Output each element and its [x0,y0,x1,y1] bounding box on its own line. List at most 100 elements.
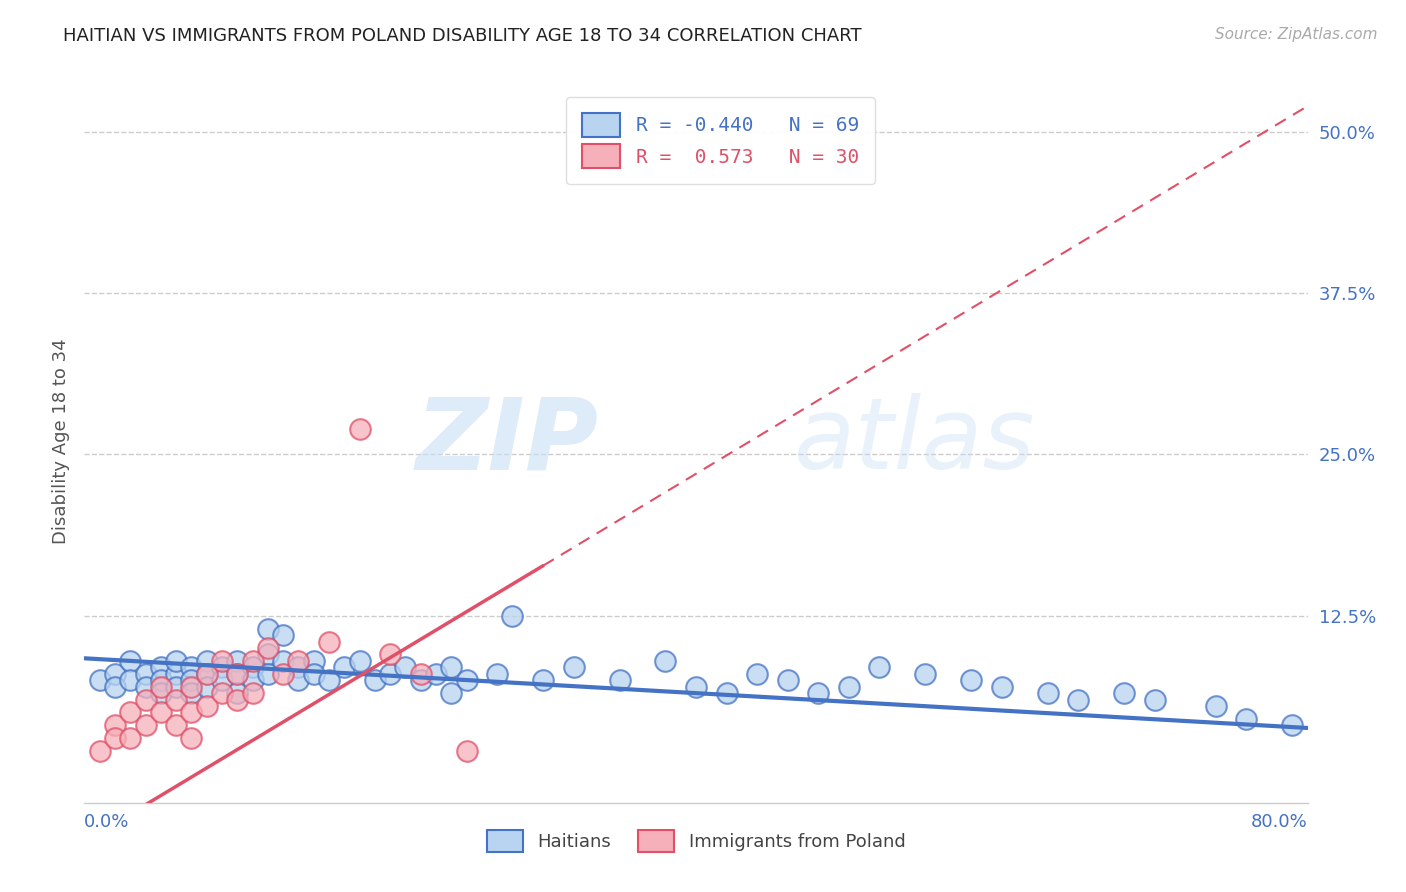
Point [149,706,172,720]
Point [257,666,280,681]
Point [165,680,187,694]
Point [333,660,356,674]
Point [89,673,111,688]
Point [135,718,157,732]
Point [271,666,294,681]
Point [1236,712,1258,726]
Point [211,673,233,688]
Point [165,718,187,732]
Point [195,699,218,714]
Text: atlas: atlas [794,393,1035,490]
Point [120,731,142,746]
Point [135,666,157,681]
Point [165,654,187,668]
Point [135,692,157,706]
Text: Source: ZipAtlas.com: Source: ZipAtlas.com [1215,27,1378,42]
Point [180,680,202,694]
Point [165,666,187,681]
Point [120,706,142,720]
Point [180,706,202,720]
Point [685,680,707,694]
Point [271,628,294,642]
Point [349,422,371,436]
Point [257,622,280,636]
Point [394,660,416,674]
Point [120,654,142,668]
Legend: Haitians, Immigrants from Poland: Haitians, Immigrants from Poland [479,822,912,859]
Y-axis label: Disability Age 18 to 34: Disability Age 18 to 34 [52,339,70,544]
Text: 0.0%: 0.0% [84,814,129,831]
Point [149,680,172,694]
Point [195,666,218,681]
Point [149,673,172,688]
Point [257,640,280,655]
Point [960,673,983,688]
Point [1067,692,1090,706]
Point [195,680,218,694]
Point [349,654,371,668]
Point [380,648,402,662]
Point [991,680,1014,694]
Point [242,654,264,668]
Point [364,673,387,688]
Point [302,654,325,668]
Point [1143,692,1166,706]
Point [149,660,172,674]
Point [135,680,157,694]
Point [1281,718,1303,732]
Text: 80.0%: 80.0% [1251,814,1308,831]
Point [654,654,676,668]
Point [409,666,432,681]
Point [271,654,294,668]
Point [562,660,585,674]
Point [257,648,280,662]
Point [456,744,478,758]
Point [1036,686,1059,700]
Point [226,692,249,706]
Point [104,731,127,746]
Point [440,686,463,700]
Point [1205,699,1227,714]
Text: HAITIAN VS IMMIGRANTS FROM POLAND DISABILITY AGE 18 TO 34 CORRELATION CHART: HAITIAN VS IMMIGRANTS FROM POLAND DISABI… [63,27,862,45]
Point [502,608,524,623]
Point [104,666,127,681]
Point [409,673,432,688]
Point [226,686,249,700]
Text: ZIP: ZIP [415,393,598,490]
Point [287,660,309,674]
Point [180,731,202,746]
Point [180,660,202,674]
Point [89,744,111,758]
Point [149,686,172,700]
Point [486,666,509,681]
Point [180,673,202,688]
Point [242,660,264,674]
Point [195,666,218,681]
Point [838,680,860,694]
Point [302,666,325,681]
Point [440,660,463,674]
Point [287,673,309,688]
Point [211,686,233,700]
Point [226,666,249,681]
Point [425,666,447,681]
Point [380,666,402,681]
Point [318,673,340,688]
Point [869,660,891,674]
Point [776,673,799,688]
Point [456,673,478,688]
Point [609,673,631,688]
Point [1114,686,1136,700]
Point [226,654,249,668]
Point [287,654,309,668]
Point [104,718,127,732]
Point [807,686,830,700]
Point [716,686,738,700]
Point [104,680,127,694]
Point [211,654,233,668]
Point [195,654,218,668]
Point [914,666,936,681]
Point [211,660,233,674]
Point [226,666,249,681]
Point [747,666,769,681]
